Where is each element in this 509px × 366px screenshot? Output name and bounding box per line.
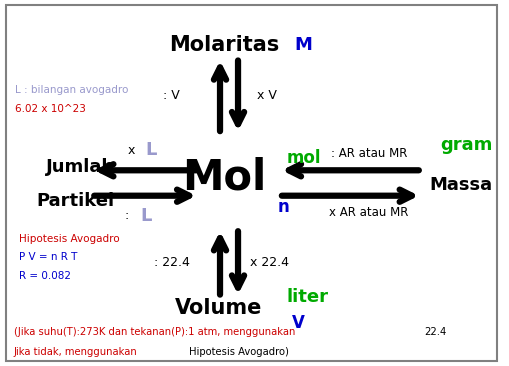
Text: Volume: Volume: [175, 298, 263, 318]
Text: : 22.4: : 22.4: [154, 257, 189, 269]
Text: Hipotesis Avogadro: Hipotesis Avogadro: [19, 234, 120, 244]
Text: x 22.4: x 22.4: [249, 257, 289, 269]
Text: mol: mol: [287, 149, 321, 167]
Text: gram: gram: [440, 136, 493, 154]
Text: L: L: [146, 141, 157, 159]
Text: Mol: Mol: [182, 157, 266, 198]
Text: 6.02 x 10^23: 6.02 x 10^23: [15, 104, 86, 113]
Text: Hipotesis Avogadro): Hipotesis Avogadro): [189, 347, 289, 357]
Text: liter: liter: [287, 288, 328, 306]
Text: :: :: [124, 209, 129, 222]
Text: x V: x V: [257, 89, 276, 102]
Text: P V = n R T: P V = n R T: [19, 253, 77, 262]
Text: x AR atau MR: x AR atau MR: [329, 206, 409, 219]
Text: n: n: [277, 198, 289, 216]
Text: V: V: [292, 314, 304, 332]
Text: Molaritas: Molaritas: [169, 35, 279, 55]
Text: Jumlah: Jumlah: [46, 158, 116, 176]
Text: Massa: Massa: [429, 176, 492, 194]
Text: Partikel: Partikel: [37, 192, 115, 210]
Text: R = 0.082: R = 0.082: [19, 270, 71, 281]
Text: M: M: [294, 36, 312, 54]
Text: 22.4: 22.4: [424, 327, 446, 337]
Text: Jika tidak, menggunakan: Jika tidak, menggunakan: [14, 347, 141, 357]
Text: L : bilangan avogadro: L : bilangan avogadro: [15, 85, 129, 96]
Text: : V: : V: [163, 89, 180, 102]
Text: (Jika suhu(T):273K dan tekanan(P):1 atm, menggunakan: (Jika suhu(T):273K dan tekanan(P):1 atm,…: [14, 327, 298, 337]
Text: : AR atau MR: : AR atau MR: [331, 147, 407, 160]
Text: x: x: [128, 144, 135, 157]
Text: L: L: [141, 207, 152, 225]
